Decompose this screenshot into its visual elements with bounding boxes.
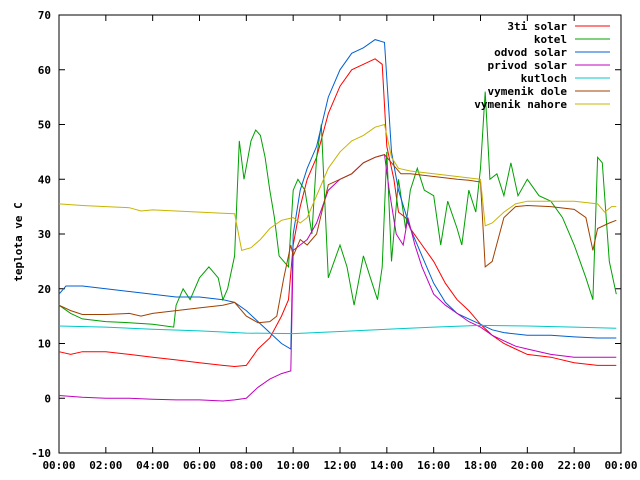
series-line-vymenik-nahore bbox=[58, 123, 617, 252]
y-tick-label: 0 bbox=[44, 392, 51, 405]
y-tick-label: -10 bbox=[31, 447, 51, 460]
x-tick-label: 22:00 bbox=[558, 459, 591, 472]
x-tick-label: 14:00 bbox=[370, 459, 403, 472]
legend-label: privod solar bbox=[488, 59, 568, 72]
y-tick-label: 20 bbox=[38, 283, 51, 296]
y-tick-label: 30 bbox=[38, 228, 51, 241]
y-tick-label: 40 bbox=[38, 173, 51, 186]
series-line-odvod-solar bbox=[58, 39, 617, 350]
legend-label: vymenik dole bbox=[488, 85, 568, 98]
x-tick-label: 08:00 bbox=[230, 459, 263, 472]
legend-label: odvod solar bbox=[494, 46, 567, 59]
y-tick-label: 10 bbox=[38, 338, 51, 351]
x-tick-label: 06:00 bbox=[183, 459, 216, 472]
series-line-kutloch bbox=[58, 324, 617, 335]
y-tick-label: 50 bbox=[38, 119, 51, 132]
series-line-privod-solar bbox=[58, 153, 617, 402]
legend-label: kutloch bbox=[521, 72, 567, 85]
x-tick-label: 18:00 bbox=[464, 459, 497, 472]
y-axis-ticks: -10 0 10 20 30 40 50 60 70 bbox=[31, 9, 621, 460]
x-tick-label: 12:00 bbox=[323, 459, 356, 472]
y-tick-label: 60 bbox=[38, 64, 51, 77]
x-tick-label: 02:00 bbox=[89, 459, 122, 472]
y-axis-label: teplota ve C bbox=[12, 202, 25, 281]
x-tick-label: 20:00 bbox=[511, 459, 544, 472]
y-tick-label: 70 bbox=[38, 9, 51, 22]
legend-label: vymenik nahore bbox=[474, 98, 567, 111]
series-line-kotel bbox=[58, 91, 617, 328]
x-tick-label: 00:00 bbox=[604, 459, 637, 472]
x-tick-label: 00:00 bbox=[42, 459, 75, 472]
legend-label: 3ti solar bbox=[507, 20, 567, 33]
x-tick-label: 04:00 bbox=[136, 459, 169, 472]
legend-label: kotel bbox=[534, 33, 567, 46]
series-lines bbox=[58, 39, 617, 402]
x-tick-label: 16:00 bbox=[417, 459, 450, 472]
series-line-vymenik-dole bbox=[58, 154, 617, 324]
x-tick-label: 10:00 bbox=[277, 459, 310, 472]
x-axis-ticks: 00:00 02:00 04:00 06:00 08:00 10:00 12:00 14:00… bbox=[42, 15, 638, 472]
